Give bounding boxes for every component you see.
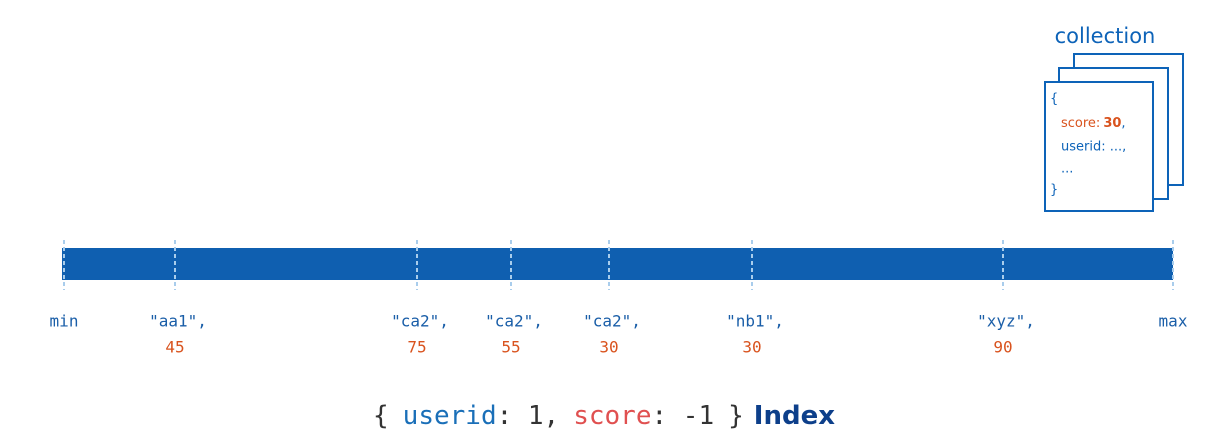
document-stack — [1044, 53, 1184, 212]
key-userid: "aa1", — [149, 312, 207, 331]
caption-close: } — [728, 401, 744, 431]
document: { score: 30, userid: ..., ... } — [1050, 92, 1126, 198]
caption-score: score — [573, 401, 651, 431]
key-score: 75 — [407, 338, 426, 357]
key-userid: "ca2", — [391, 312, 449, 331]
doc-close: } — [1050, 183, 1058, 198]
key-userid: "xyz", — [977, 312, 1035, 331]
key-userid: "ca2", — [485, 312, 543, 331]
collection-title: collection — [1055, 24, 1156, 48]
min-label: min — [50, 312, 79, 331]
key-score: 30 — [599, 338, 618, 357]
index-bar — [62, 248, 1173, 280]
key-userid: "nb1", — [726, 312, 784, 331]
doc-open: { — [1050, 92, 1058, 107]
caption: { userid: 1, score: -1} Index — [373, 401, 835, 431]
key-userid: "ca2", — [583, 312, 641, 331]
caption-score-rest: : -1 — [652, 401, 715, 431]
caption-userid-rest: : 1, — [497, 401, 560, 431]
caption-userid: userid — [403, 401, 497, 431]
caption-title: Index — [754, 401, 835, 431]
max-label: max — [1159, 312, 1188, 331]
doc-line: ... — [1061, 162, 1073, 177]
doc-score-line: score: 30, — [1061, 116, 1126, 131]
doc-score-value: 30 — [1103, 116, 1121, 131]
doc-line: userid: ..., — [1061, 140, 1126, 155]
key-score: 90 — [993, 338, 1012, 357]
doc-score-key: score: — [1061, 116, 1100, 131]
doc-score-suffix: , — [1121, 116, 1125, 131]
key-score: 30 — [742, 338, 761, 357]
caption-open: { — [373, 401, 389, 431]
key-score: 55 — [501, 338, 520, 357]
key-score: 45 — [165, 338, 184, 357]
